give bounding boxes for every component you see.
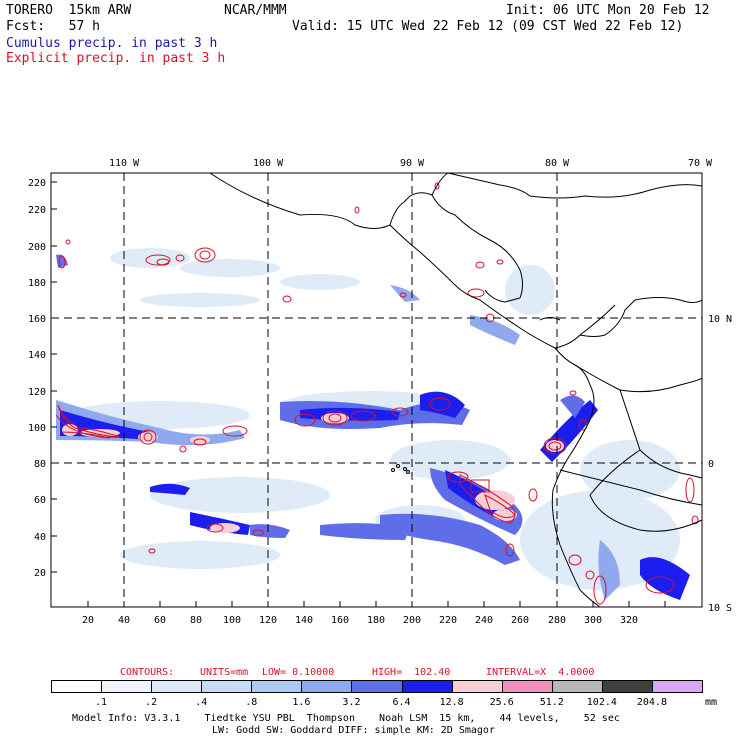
x-tick: 120: [259, 615, 277, 626]
colorbar-swatch: [501, 680, 553, 693]
colorbar-swatch: [201, 680, 253, 693]
x-tick-labels: 20 40 60 80 100 120 140 160 180 200 220 …: [82, 615, 638, 626]
colorbar-label: .8: [245, 697, 258, 708]
y-tick: 20: [34, 568, 46, 579]
physics-info: LW: Godd SW: Goddard DIFF: simple KM: 2D…: [212, 725, 495, 736]
x-tick: 180: [367, 615, 385, 626]
x-tick: 160: [331, 615, 349, 626]
colorbar-label: 25.6: [489, 697, 514, 708]
colorbar-swatch: [651, 680, 703, 693]
x-tick: 260: [511, 615, 529, 626]
longitude-labels: 110 W 100 W 90 W 80 W 70 W: [109, 158, 713, 169]
y-tick-labels: 20 40 60 80 100 120 140 160 180 200 220 …: [28, 205, 46, 579]
legend-cumulus: Cumulus precip. in past 3 h: [6, 36, 218, 51]
lon-label-70w: 70 W: [688, 158, 713, 169]
colorbar-swatch: [401, 680, 453, 693]
forecast-hour: Fcst: 57 h: [6, 19, 100, 34]
organization-label: NCAR/MMM: [224, 3, 287, 18]
model-info: Model Info: V3.3.1 Tiedtke YSU PBL Thomp…: [72, 713, 620, 724]
init-time: Init: 06 UTC Mon 20 Feb 12: [506, 3, 710, 18]
x-tick: 20: [82, 615, 94, 626]
graticule: [51, 173, 702, 607]
x-tick: 80: [190, 615, 202, 626]
colorbar-swatch: [101, 680, 153, 693]
latitude-labels: 10 N 0 10 S: [708, 314, 732, 614]
y-tick: 140: [28, 350, 46, 361]
contour-label: CONTOURS:: [120, 667, 175, 678]
x-tick: 220: [439, 615, 457, 626]
contour-high: HIGH= 102.40: [372, 667, 451, 678]
y-tick: 180: [28, 278, 46, 289]
colorbar-label: 6.4: [392, 697, 411, 708]
colorbar-swatch: [151, 680, 203, 693]
model-title: TORERO 15km ARW: [6, 3, 132, 18]
x-tick: 140: [295, 615, 313, 626]
x-tick: 60: [154, 615, 166, 626]
colorbar-swatch: [551, 680, 603, 693]
colorbar-swatch: [51, 680, 103, 693]
colorbar-label: .4: [195, 697, 208, 708]
colorbar-swatch: [301, 680, 353, 693]
colorbar-label: 1.6: [292, 697, 311, 708]
x-tick: 240: [475, 615, 493, 626]
lat-label-10s: 10 S: [708, 603, 732, 614]
x-tick: 300: [584, 615, 602, 626]
coastlines: [209, 172, 703, 608]
colorbar-label: 51.2: [539, 697, 564, 708]
colorbar-swatch: [451, 680, 503, 693]
x-tick: 320: [620, 615, 638, 626]
colorbar-label: .1: [95, 697, 108, 708]
y-tick: 40: [34, 532, 46, 543]
colorbar-swatch: [251, 680, 303, 693]
colorbar-swatch: [351, 680, 403, 693]
colorbar-label: 12.8: [439, 697, 464, 708]
y-tick: 120: [28, 387, 46, 398]
x-tick: 200: [403, 615, 421, 626]
y-tick: 160: [28, 314, 46, 325]
colorbar-label: 3.2: [342, 697, 361, 708]
lon-label-100w: 100 W: [253, 158, 284, 169]
axis-ticks: [51, 181, 666, 607]
y-tick: 60: [34, 495, 46, 506]
lat-label-10n: 10 N: [708, 314, 732, 325]
lon-label-110w: 110 W: [109, 158, 140, 169]
y-tick: 220: [28, 205, 46, 216]
y-tick: 100: [28, 423, 46, 434]
colorbar-unit: mm: [704, 697, 718, 708]
x-tick: 100: [223, 615, 241, 626]
contour-low: LOW= 0.10000: [262, 667, 335, 678]
y-tick: 200: [28, 242, 46, 253]
lat-label-0: 0: [708, 459, 714, 470]
colorbar-label: 204.8: [636, 697, 667, 708]
contour-interval: INTERVAL=X 4.0000: [486, 667, 595, 678]
valid-time: Valid: 15 UTC Wed 22 Feb 12 (09 CST Wed …: [292, 19, 684, 34]
y-tick: 80: [34, 459, 46, 470]
x-tick: 40: [118, 615, 130, 626]
lon-label-90w: 90 W: [400, 158, 425, 169]
lon-label-80w: 80 W: [545, 158, 570, 169]
legend-explicit: Explicit precip. in past 3 h: [6, 51, 226, 66]
colorbar-swatch: [601, 680, 653, 693]
colorbar-label: 102.4: [586, 697, 617, 708]
y-tick-top: 220: [28, 178, 46, 189]
colorbar-label: .2: [145, 697, 158, 708]
contour-units: UNITS=mm: [200, 667, 249, 678]
x-tick: 280: [548, 615, 566, 626]
